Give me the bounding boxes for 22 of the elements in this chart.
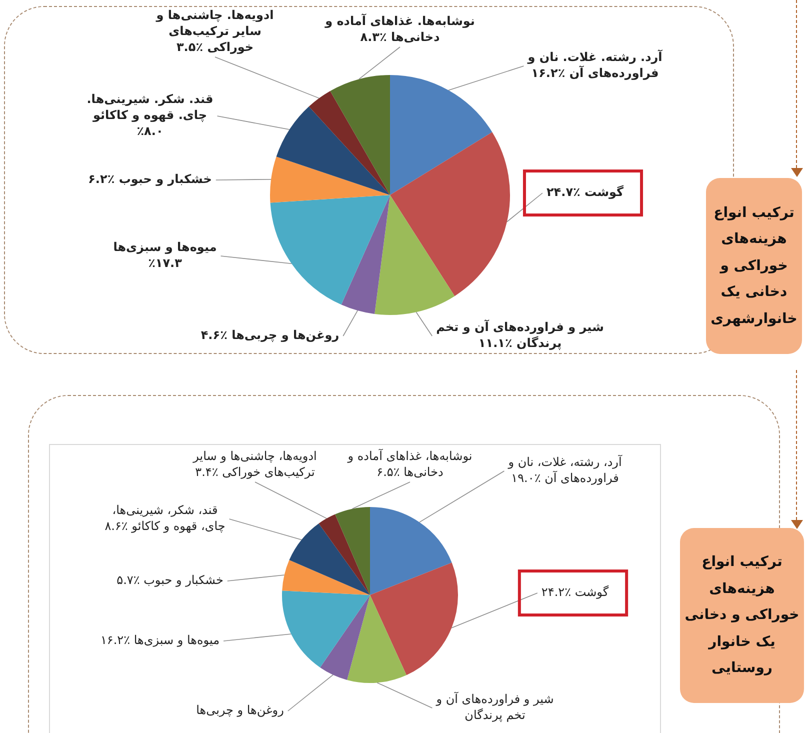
slice-label: شیر و فراورده‌های آن و تخم پرندگان	[435, 691, 554, 722]
data-label: ٪۱۷.۳	[148, 256, 183, 270]
slice-label: آرد. رشته. غلات. نان و فراورده‌های آن ٪۱۶.۲	[526, 49, 664, 80]
text: ترکیب انواع هزینه‌های خوراکی و دخانی یک خانوارشهری	[706, 178, 802, 354]
slice-label: شیر و فراورده‌های آن و تخم پرندگان ٪۱۱.۱	[436, 319, 604, 350]
slice-label: گوشت ٪۲۴.۲	[541, 585, 609, 600]
slice-label: قند. شکر. شیرینی‌ها. چای. قهوه و کاکائو	[86, 92, 214, 122]
data-label: ٪۸.۰	[136, 124, 164, 138]
slice-label: روغن‌ها و چربی‌ها ٪۴.۶	[200, 328, 340, 342]
slice-label: خشکبار و حبوب ٪۵.۷	[116, 573, 224, 588]
slice-label: روغن‌ها و چربی‌ها	[196, 703, 284, 718]
slice-label: گوشت ٪۲۴.۷	[546, 185, 624, 200]
slice-label: ادویه‌ها. چاشنی‌ها و سایر ترکیب‌های خوراکی ٪۳.۵	[155, 8, 274, 54]
slice-label: آرد، رشته، غلات، نان و فراورده‌های آن ٪۱۹.۰	[507, 454, 622, 486]
slice-label: ادویه‌ها، چاشنی‌ها و سایر ترکیب‌های خوراکی ٪۳.۴	[192, 449, 317, 480]
slice-label: خشکبار و حبوب ٪۶.۲	[88, 172, 212, 186]
text: ترکیب انواع هزینه‌های خوراکی و دخانی یک خانوار روستایی	[680, 528, 804, 703]
slice-label: قند، شکر، شیرینی‌ها، چای، قهوه و کاکائو ٪۸.۶	[104, 503, 226, 534]
slice-label: نوشابه‌ها. غذاهای آماده و دخانی‌ها ٪۸.۳	[324, 13, 475, 44]
slice-label: نوشابه‌ها، غذاهای آماده و دخانی‌ها ٪۶.۵	[346, 448, 472, 480]
slice-label: میوه‌ها و سبزی‌ها ٪۱۶.۲	[100, 633, 220, 648]
slice-label: میوه‌ها و سبزی‌ها	[113, 240, 217, 254]
